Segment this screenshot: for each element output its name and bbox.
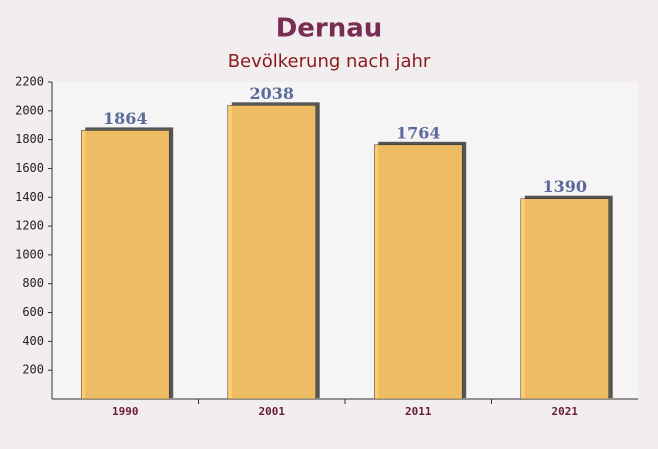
y-tick-label: 1200 [15,219,44,233]
y-tick-label: 2000 [15,103,44,117]
bar [520,198,609,400]
y-tick-label: 1000 [15,247,44,261]
chart-subtitle: Bevölkerung nach jahr [228,51,431,72]
x-tick-label: 2021 [552,405,579,418]
y-tick-label: 1600 [15,161,44,175]
value-label: 1390 [542,177,587,196]
bar [81,130,170,400]
y-tick-label: 1800 [15,132,44,146]
bar [227,105,316,400]
value-label: 1764 [396,123,441,142]
value-label: 1864 [103,109,148,128]
y-tick-label: 2200 [15,75,44,89]
value-label: 2038 [249,84,294,103]
y-tick-label: 800 [22,276,44,290]
bar [374,144,463,400]
chart-title: Dernau [276,14,383,44]
y-tick-label: 400 [22,334,44,348]
x-tick-label: 2011 [405,405,432,418]
y-tick-label: 200 [22,363,44,377]
y-tick-label: 1400 [15,190,44,204]
x-tick-label: 1990 [112,405,139,418]
y-tick-label: 600 [22,305,44,319]
x-tick-label: 2001 [259,405,286,418]
